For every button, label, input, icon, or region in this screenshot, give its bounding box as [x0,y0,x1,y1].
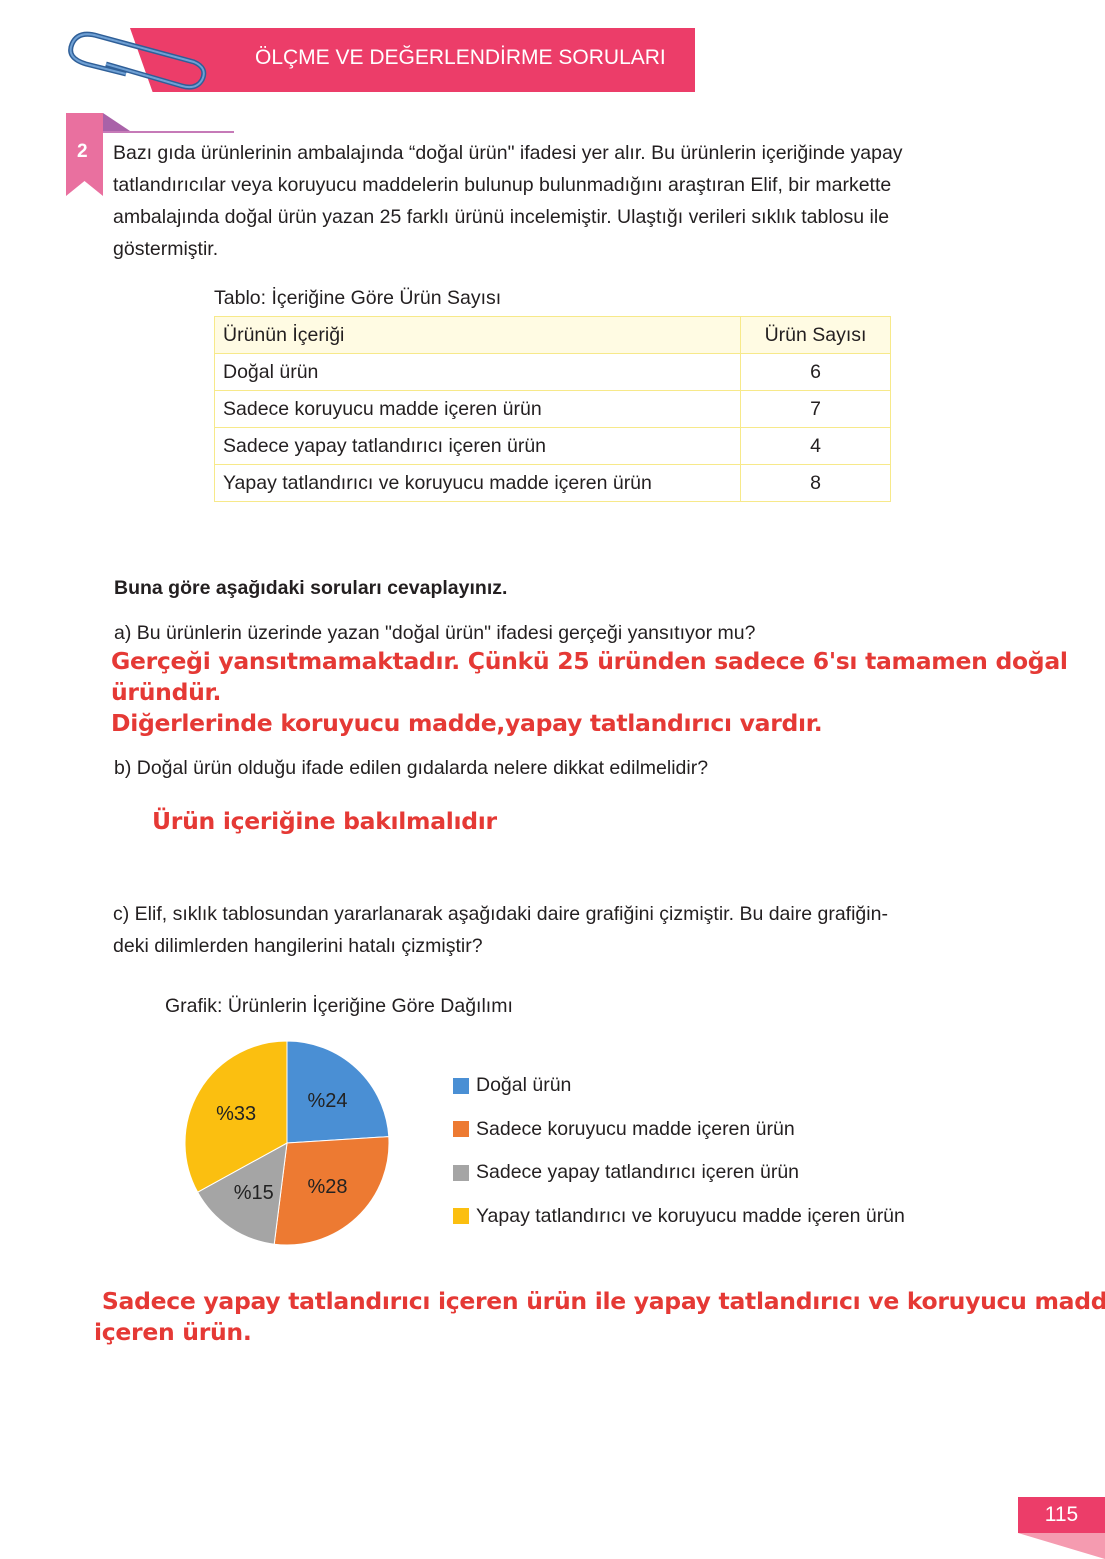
legend-swatch [453,1121,469,1138]
legend-label: Doğal ürün [476,1074,572,1097]
text-line: ambalajında doğal ürün yazan 25 farklı ü… [113,206,890,228]
answer-c: Sadece yapay tatlandırıcı içeren ürün il… [94,1286,1105,1348]
table-header-row: Ürünün İçeriği Ürün Sayısı [214,316,891,354]
pie-slice [196,1142,288,1245]
cell: 7 [740,390,891,428]
legend-label: Sadece koruyucu madde içeren ürün [476,1117,795,1140]
table-caption: Tablo: İçeriğine Göre Ürün Sayısı [214,287,502,309]
ribbon-line [103,131,234,133]
question-number: 2 [77,141,88,162]
answer-line: Sadece yapay tatlandırıcı içeren ürün il… [94,1287,1105,1315]
legend-item: Sadece yapay tatlandırıcı içeren ürün [453,1151,905,1195]
header-cell: Ürün Sayısı [740,316,891,354]
answer-line: Gerçeği yansıtmamaktadır. Çünkü 25 üründ… [111,647,1068,675]
answer-line: üründür. [111,678,222,706]
cell: Yapay tatlandırıcı ve koruyucu madde içe… [214,464,741,502]
pie-data-label: %28 [307,1176,347,1198]
header-banner [130,28,695,92]
pie-data-label: %15 [234,1182,274,1204]
question-b: b) Doğal ürün olduğu ifade edilen gıdala… [114,757,709,779]
cell: Doğal ürün [214,353,741,391]
cell: 4 [740,427,891,465]
header-cell: Ürünün İçeriği [214,316,741,354]
table-row: Yapay tatlandırıcı ve koruyucu madde içe… [214,464,891,502]
pie-slice [273,1136,390,1246]
text-line: Bazı gıda ürünlerinin ambalajında “doğal… [113,142,903,164]
legend-item: Yapay tatlandırıcı ve koruyucu madde içe… [453,1195,905,1239]
legend-swatch [453,1208,469,1225]
pie-slice [286,1040,390,1144]
text-line: c) Elif, sıklık tablosundan yararlanarak… [113,903,888,925]
pie-data-label: %33 [216,1103,256,1125]
legend-item: Sadece koruyucu madde içeren ürün [453,1108,905,1152]
table-row: Sadece yapay tatlandırıcı içeren ürün 4 [214,427,891,465]
question-text: Bazı gıda ürünlerinin ambalajında “doğal… [113,137,1003,265]
paperclip-icon [68,31,207,90]
table-row: Sadece koruyucu madde içeren ürün 7 [214,390,891,428]
cell: 8 [740,464,891,502]
legend-item: Doğal ürün [453,1064,905,1108]
legend-swatch [453,1077,469,1094]
text-line: göstermiştir. [113,238,219,260]
header-title: ÖLÇME VE DEĞERLENDİRME SORULARI [255,46,666,69]
answer-line: içeren ürün. [94,1318,252,1346]
pie-slice [184,1040,288,1193]
cell: 6 [740,353,891,391]
frequency-table: Ürünün İçeriği Ürün Sayısı Doğal ürün 6 S… [214,316,891,502]
cell: Sadece koruyucu madde içeren ürün [214,390,741,428]
pie-data-label: %24 [307,1090,347,1112]
question-a: a) Bu ürünlerin üzerinde yazan "doğal ür… [114,622,756,644]
instructions: Buna göre aşağıdaki soruları cevaplayını… [114,577,508,599]
page-corner [1018,1533,1105,1559]
pie-chart: %24 %28 %15 %33 [184,1040,390,1246]
legend-label: Yapay tatlandırıcı ve koruyucu madde içe… [476,1204,905,1227]
answer-b: Ürün içeriğine bakılmalıdır [152,807,497,835]
chart-legend: Doğal ürün Sadece koruyucu madde içeren … [453,1064,905,1238]
text-line: tatlandırıcılar veya koruyucu maddelerin… [113,174,892,196]
legend-label: Sadece yapay tatlandırıcı içeren ürün [476,1161,800,1184]
page-number: 115 [1018,1497,1105,1533]
ribbon-fold [103,113,133,133]
legend-swatch [453,1164,469,1181]
chart-title: Grafik: Ürünlerin İçeriğine Göre Dağılım… [165,995,513,1017]
text-line: deki dilimlerden hangilerini hatalı çizm… [113,935,483,957]
answer-line: Diğerlerinde koruyucu madde,yapay tatlan… [111,709,823,737]
cell: Sadece yapay tatlandırıcı içeren ürün [214,427,741,465]
table-row: Doğal ürün 6 [214,353,891,391]
answer-a: Gerçeği yansıtmamaktadır. Çünkü 25 üründ… [111,646,1068,739]
question-c: c) Elif, sıklık tablosundan yararlanarak… [113,898,1003,962]
